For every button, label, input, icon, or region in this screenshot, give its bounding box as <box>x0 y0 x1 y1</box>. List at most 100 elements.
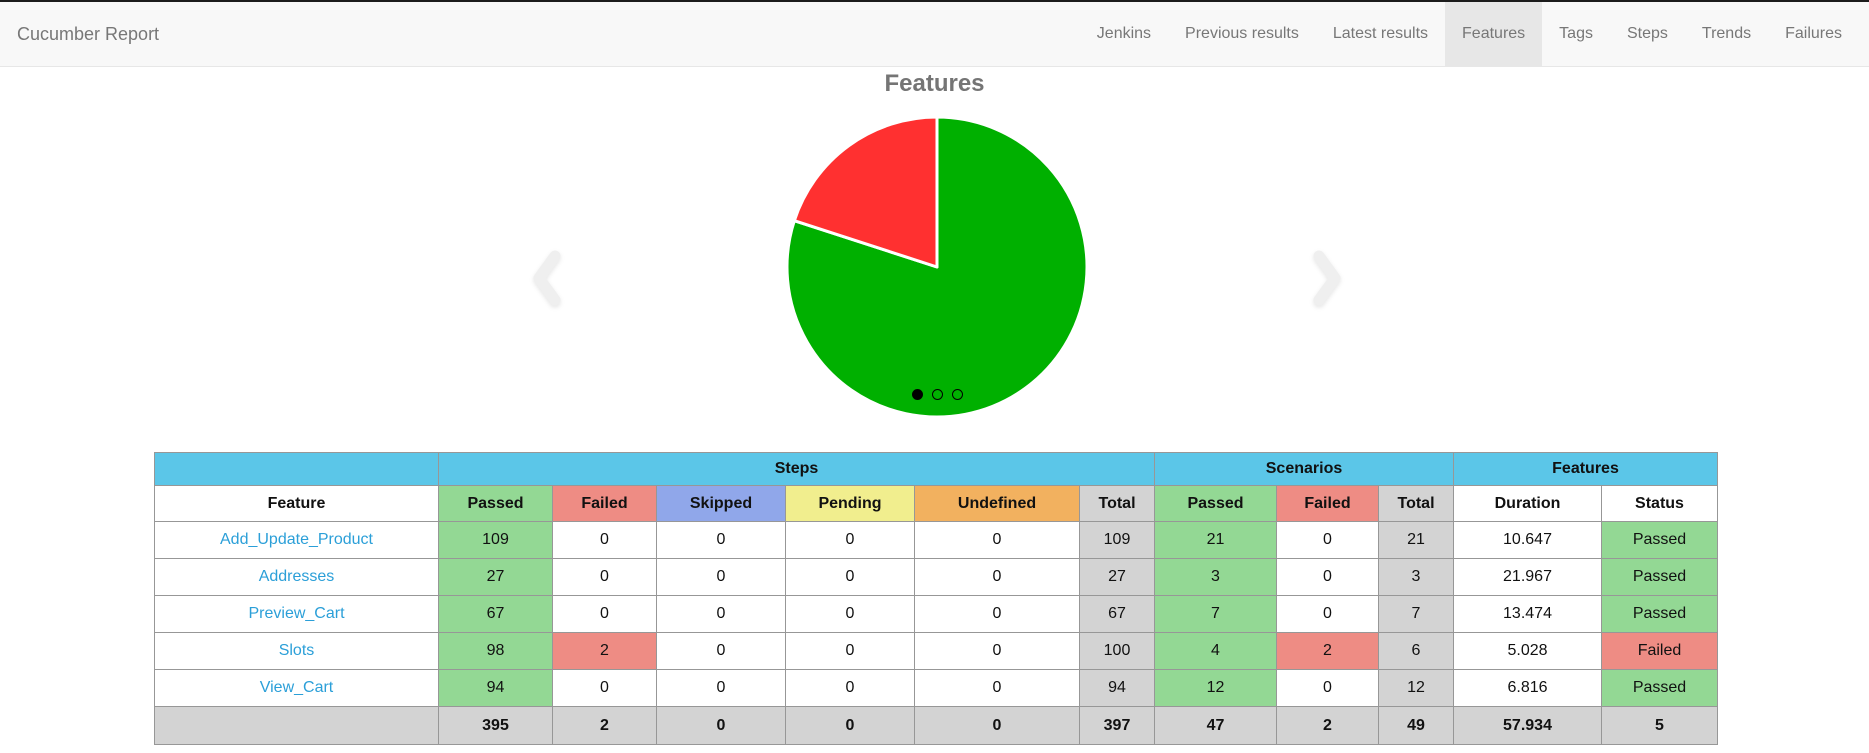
table-cell: 0 <box>656 558 786 596</box>
table-cell: 0 <box>656 632 786 670</box>
navbar-brand[interactable]: Cucumber Report <box>17 23 160 44</box>
table-cell: 109 <box>1079 521 1155 559</box>
table-cell: 57.934 <box>1453 706 1602 745</box>
table-row: Add_Update_Product 109 0 0 0 0 109 21 0 21 10.647 P… <box>154 521 1718 559</box>
table-cell: 6 <box>1378 632 1454 670</box>
table-cell: 2 <box>552 632 657 670</box>
table-cell: 7 <box>1378 595 1454 633</box>
nav-item-trends[interactable]: Trends <box>1701 25 1752 42</box>
table-cell: 2 <box>1276 706 1379 745</box>
table-cell: View_Cart <box>154 669 439 707</box>
table-cell: 0 <box>1276 558 1379 596</box>
carousel-next-button[interactable] <box>1308 247 1346 309</box>
table-cell: 12 <box>1378 669 1454 707</box>
nav-item-tags[interactable]: Tags <box>1559 25 1593 42</box>
table-cell: Add_Update_Product <box>154 521 439 559</box>
table-cell: 0 <box>785 558 915 596</box>
table-cell: Passed <box>1601 669 1718 707</box>
table-cell: 0 <box>785 706 915 745</box>
table-sub-header-row: Feature Passed Failed Skipped Pending Undefin… <box>154 485 1718 522</box>
table-cell: 3 <box>1154 558 1277 596</box>
nav-item-previous-results[interactable]: Previous results <box>1185 25 1299 42</box>
feature-link[interactable]: View_Cart <box>259 679 334 696</box>
feature-link[interactable]: Slots <box>278 642 315 659</box>
table-cell: 21 <box>1154 521 1277 559</box>
features-carousel: Features <box>0 67 1869 452</box>
nav-item-features[interactable]: Features <box>1445 2 1543 66</box>
table-cell: 3 <box>1378 558 1454 596</box>
table-cell: Passed <box>1601 595 1718 633</box>
table-cell: 0 <box>785 632 915 670</box>
table-cell: 0 <box>914 669 1080 707</box>
table-cell: 2 <box>552 706 657 745</box>
table-cell: 0 <box>656 706 786 745</box>
table-cell: 12 <box>1154 669 1277 707</box>
table-cell: 47 <box>1154 706 1277 745</box>
nav-item-failures[interactable]: Failures <box>1785 25 1842 42</box>
table-cell: Preview_Cart <box>154 595 439 633</box>
carousel-prev-button[interactable] <box>528 247 566 309</box>
carousel-dot[interactable] <box>951 389 963 400</box>
nav-item-steps[interactable]: Steps <box>1626 25 1668 42</box>
table-group-header-row: Steps Scenarios Features <box>154 452 1718 486</box>
nav-item-latest-results[interactable]: Latest results <box>1332 25 1429 42</box>
table-cell: 0 <box>1276 669 1379 707</box>
column-group-features: Features <box>1453 452 1718 486</box>
table-cell: 67 <box>438 595 553 633</box>
column-header-failed: Failed <box>552 485 657 522</box>
table-cell: 7 <box>1154 595 1277 633</box>
table-total-row: 395 2 0 0 0 397 47 2 49 57.934 5 <box>154 706 1718 745</box>
page-title: Features <box>884 70 985 97</box>
table-cell: 5 <box>1601 706 1718 745</box>
table-cell: 27 <box>1079 558 1155 596</box>
table-cell: 0 <box>785 595 915 633</box>
table-cell: 4 <box>1154 632 1277 670</box>
table-cell: 0 <box>914 558 1080 596</box>
feature-link[interactable]: Add_Update_Product <box>220 531 373 548</box>
table-cell: 0 <box>914 632 1080 670</box>
table-cell: 0 <box>552 521 657 559</box>
table-cell: 0 <box>656 595 786 633</box>
navbar-nav: Jenkins Previous results Latest results Fea… <box>1080 2 1869 66</box>
table-cell: 395 <box>438 706 553 745</box>
nav-item-jenkins[interactable]: Jenkins <box>1096 25 1152 42</box>
feature-link[interactable]: Addresses <box>258 568 335 585</box>
column-header-failed: Failed <box>1276 485 1379 522</box>
pie-slice-failed <box>792 115 939 269</box>
table-cell: 0 <box>914 595 1080 633</box>
column-group-scenarios: Scenarios <box>1154 452 1454 486</box>
table-cell: 0 <box>656 669 786 707</box>
carousel-dot[interactable] <box>931 389 943 400</box>
table-cell: 98 <box>438 632 553 670</box>
table-cell: 6.816 <box>1453 669 1602 707</box>
feature-link[interactable]: Preview_Cart <box>248 605 345 622</box>
chevron-right-icon <box>1313 250 1341 306</box>
column-group-steps: Steps <box>438 452 1155 486</box>
table-corner-cell <box>154 452 439 486</box>
table-cell: Slots <box>154 632 439 670</box>
column-header-pending: Pending <box>785 485 915 522</box>
table-cell: 13.474 <box>1453 595 1602 633</box>
table-cell: 100 <box>1079 632 1155 670</box>
table-cell: 0 <box>1276 595 1379 633</box>
chevron-left-icon <box>533 250 561 306</box>
table-cell: 397 <box>1079 706 1155 745</box>
column-header-skipped: Skipped <box>656 485 786 522</box>
table-cell: 109 <box>438 521 553 559</box>
table-cell: 0 <box>552 669 657 707</box>
table-cell: 0 <box>914 521 1080 559</box>
table-cell: 49 <box>1378 706 1454 745</box>
table-cell: 27 <box>438 558 553 596</box>
table-cell: 5.028 <box>1453 632 1602 670</box>
column-header-total: Total <box>1079 485 1155 522</box>
table-cell: 0 <box>785 521 915 559</box>
table-cell <box>154 706 439 745</box>
column-header-total: Total <box>1378 485 1454 522</box>
features-pie-chart <box>782 112 1092 422</box>
table-cell: 94 <box>1079 669 1155 707</box>
table-cell: Passed <box>1601 521 1718 559</box>
carousel-dot[interactable] <box>911 389 923 400</box>
table-cell: 10.647 <box>1453 521 1602 559</box>
table-cell: Passed <box>1601 558 1718 596</box>
table-cell: 0 <box>785 669 915 707</box>
